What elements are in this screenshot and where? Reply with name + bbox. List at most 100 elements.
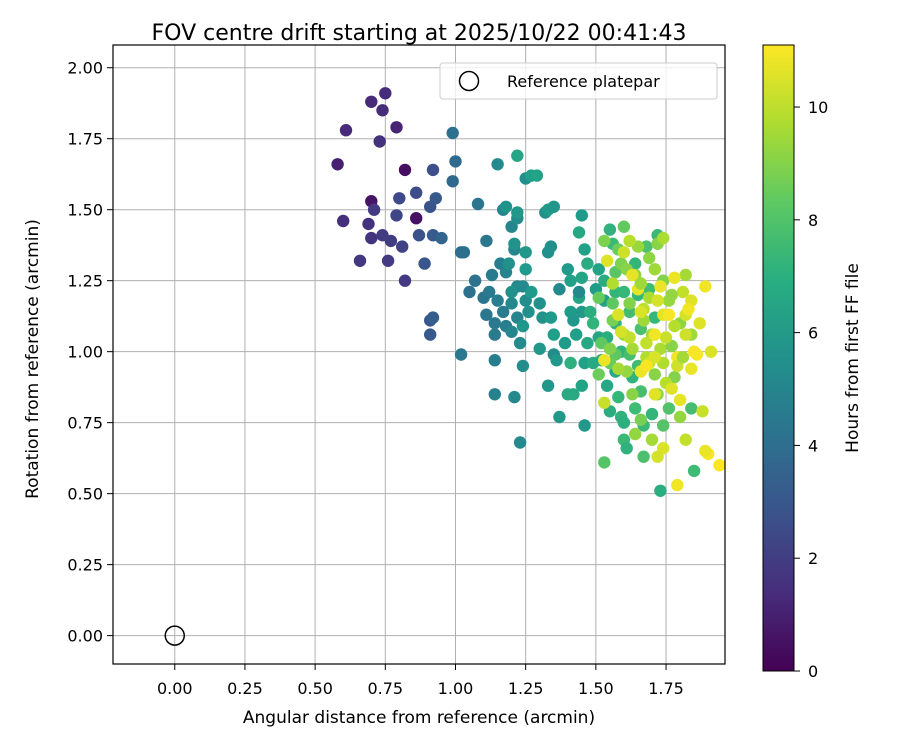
scatter-point — [412, 229, 426, 242]
scatter-point — [488, 354, 501, 367]
scatter-point — [331, 158, 344, 171]
scatter-point — [581, 336, 594, 350]
scatter-point — [480, 308, 493, 321]
scatter-point — [586, 317, 600, 330]
scatter-point — [471, 197, 485, 211]
x-tick-label: 0.50 — [297, 679, 333, 698]
scatter-point — [614, 325, 628, 338]
scatter-point — [617, 416, 631, 429]
scatter-point — [398, 274, 412, 287]
scatter-point — [659, 331, 673, 344]
scatter-point — [533, 342, 546, 355]
scatter-point — [578, 356, 591, 370]
scatter-point — [598, 396, 611, 409]
scatter-point — [381, 254, 395, 267]
scatter-point — [435, 231, 448, 245]
scatter-point — [570, 328, 583, 341]
scatter-point — [598, 234, 611, 248]
colorbar-tick-label: 4 — [808, 436, 818, 455]
scatter-point — [337, 214, 350, 228]
scatter-point — [567, 388, 580, 401]
scatter-point — [572, 226, 586, 239]
scatter-point — [648, 263, 661, 276]
scatter-point — [488, 388, 501, 401]
scatter-point — [485, 268, 499, 282]
x-tick-label: 1.25 — [508, 679, 544, 698]
scatter-point — [682, 302, 695, 316]
scatter-point — [429, 192, 442, 205]
y-tick-label: 1.00 — [67, 343, 103, 362]
scatter-point — [544, 240, 558, 253]
scatter-point — [572, 285, 586, 299]
scatter-point — [665, 382, 678, 395]
scatter-point — [575, 271, 588, 284]
x-tick-label: 0.00 — [157, 679, 193, 698]
scatter-point — [648, 368, 661, 381]
colorbar-label: Hours from first FF file — [843, 263, 863, 453]
scatter-point — [685, 362, 698, 375]
scatter-point — [612, 362, 625, 375]
scatter-point — [634, 305, 647, 319]
scatter-point — [365, 95, 378, 109]
reference-marker — [164, 625, 186, 646]
scatter-point — [654, 484, 667, 497]
scatter-point — [505, 285, 518, 299]
y-tick-label: 1.75 — [67, 130, 103, 149]
x-tick-label: 0.75 — [367, 679, 403, 698]
scatter-point — [657, 231, 670, 245]
scatter-point — [600, 254, 614, 267]
scatter-point — [623, 305, 636, 319]
scatter-point — [612, 390, 625, 404]
scatter-point — [390, 121, 403, 134]
scatter-point — [376, 104, 389, 117]
scatter-point — [578, 243, 591, 256]
scatter-point — [662, 402, 676, 415]
scatter-point — [373, 135, 386, 148]
scatter-point — [651, 294, 664, 307]
scatter-point — [564, 356, 577, 370]
scatter-point — [598, 456, 611, 469]
x-tick-label: 1.75 — [648, 679, 684, 698]
scatter-point — [626, 342, 639, 355]
scatter-point — [687, 464, 701, 478]
scatter-point — [629, 427, 642, 441]
y-tick-label: 0.25 — [67, 556, 103, 575]
scatter-point — [679, 268, 692, 282]
legend-entry: Reference platepar — [507, 72, 660, 91]
y-tick-label: 2.00 — [67, 59, 103, 78]
scatter-point — [362, 217, 375, 231]
scatter-point — [508, 390, 521, 404]
scatter-point — [483, 285, 496, 299]
scatter-point — [390, 209, 403, 222]
scatter-point — [648, 328, 661, 341]
scatter-point — [454, 348, 468, 361]
y-axis-label: Rotation from reference (arcmin) — [23, 219, 43, 499]
scatter-point — [623, 234, 636, 248]
scatter-point — [623, 297, 636, 310]
scatter-point — [505, 297, 518, 310]
scatter-point — [592, 368, 605, 381]
scatter-point — [502, 257, 515, 270]
scatter-point — [513, 436, 527, 449]
scatter-point — [603, 223, 617, 236]
scatter-point — [468, 274, 482, 287]
scatter-point — [657, 419, 670, 432]
scatter-point — [654, 280, 667, 293]
scatter-point — [547, 200, 560, 213]
scatter-point — [679, 433, 692, 446]
scatter-point — [550, 354, 563, 367]
scatter-point — [673, 393, 687, 407]
scatter-point — [598, 354, 611, 367]
scatter-point — [446, 126, 459, 140]
scatter-point — [513, 336, 527, 350]
scatter-point — [668, 271, 681, 284]
y-tick-label: 0.00 — [67, 627, 103, 646]
scatter-point — [519, 246, 532, 259]
scatter-point — [699, 280, 712, 293]
scatter-point — [393, 192, 406, 205]
chart-title: FOV centre drift starting at 2025/10/22 … — [152, 21, 687, 46]
scatter-point — [606, 277, 619, 290]
scatter-point — [511, 206, 524, 219]
scatter-point — [645, 407, 659, 421]
scatter-point — [516, 359, 530, 373]
